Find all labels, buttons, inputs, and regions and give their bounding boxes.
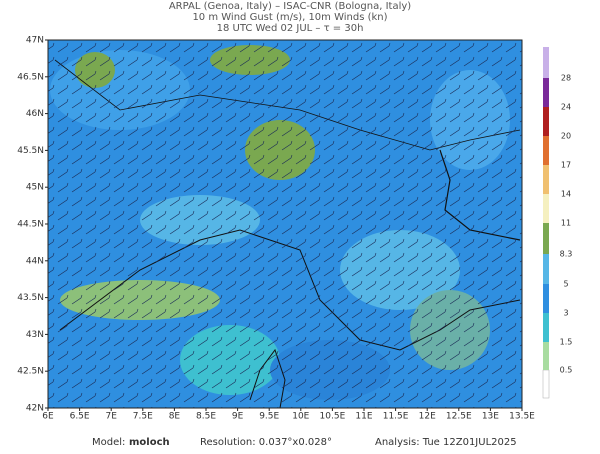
colorbar-label: 5 — [563, 280, 568, 289]
colorbar-label: 11 — [561, 219, 571, 228]
lon-label: 13E — [482, 412, 499, 422]
lat-label: 44.5N — [17, 220, 44, 230]
lon-label: 7E — [105, 412, 117, 422]
colorbar-label: 17 — [561, 161, 571, 170]
lon-label: 11.5E — [383, 412, 409, 422]
lon-label: 11E — [355, 412, 372, 422]
lon-label: 8.5E — [196, 412, 216, 422]
colorbar-label: 14 — [561, 190, 571, 199]
lon-label: 9.5E — [259, 412, 279, 422]
lon-label: 13.5E — [509, 412, 535, 422]
lat-label: 42.5N — [17, 367, 44, 377]
lon-label: 6.5E — [70, 412, 90, 422]
lat-label: 46.5N — [17, 72, 44, 82]
footer-model: moloch — [129, 437, 170, 448]
map-field — [47, 39, 523, 409]
colorbar — [542, 47, 550, 399]
lat-label: 43.5N — [17, 293, 44, 303]
lat-label: 44N — [26, 256, 44, 266]
header-line: 10 m Wind Gust (m/s), 10m Winds (kn) — [192, 12, 387, 23]
lon-label: 9E — [232, 412, 244, 422]
lat-label: 42N — [26, 404, 44, 414]
colorbar-label: 20 — [561, 132, 571, 141]
lon-label: 12E — [419, 412, 436, 422]
lon-label: 6E — [42, 412, 54, 422]
lon-label: 10E — [292, 412, 309, 422]
header-line: 18 UTC Wed 02 JUL – τ = 30h — [217, 23, 364, 34]
lat-label: 46N — [26, 109, 44, 119]
colorbar-label: 1.5 — [560, 338, 573, 347]
colorbar-label: 24 — [561, 103, 571, 112]
header-line: ARPAL (Genoa, Italy) – ISAC-CNR (Bologna… — [169, 1, 411, 12]
footer-label: Model: — [92, 437, 125, 448]
lat-label: 43N — [26, 330, 44, 340]
colorbar-label: 8.3 — [560, 250, 573, 259]
colorbar-label: 0.5 — [560, 366, 573, 375]
lon-label: 10.5E — [320, 412, 346, 422]
lat-label: 47N — [26, 36, 44, 46]
lat-label: 45N — [26, 183, 44, 193]
lon-label: 7.5E — [133, 412, 153, 422]
lon-label: 8E — [169, 412, 181, 422]
lon-label: 12.5E — [446, 412, 472, 422]
lat-label: 45.5N — [17, 146, 44, 156]
footer-analysis: Analysis: Tue 12Z01JUL2025 — [375, 437, 517, 448]
colorbar-label: 3 — [563, 309, 568, 318]
colorbar-label: 28 — [561, 74, 571, 83]
footer-resolution: Resolution: 0.037°x0.028° — [200, 437, 332, 448]
